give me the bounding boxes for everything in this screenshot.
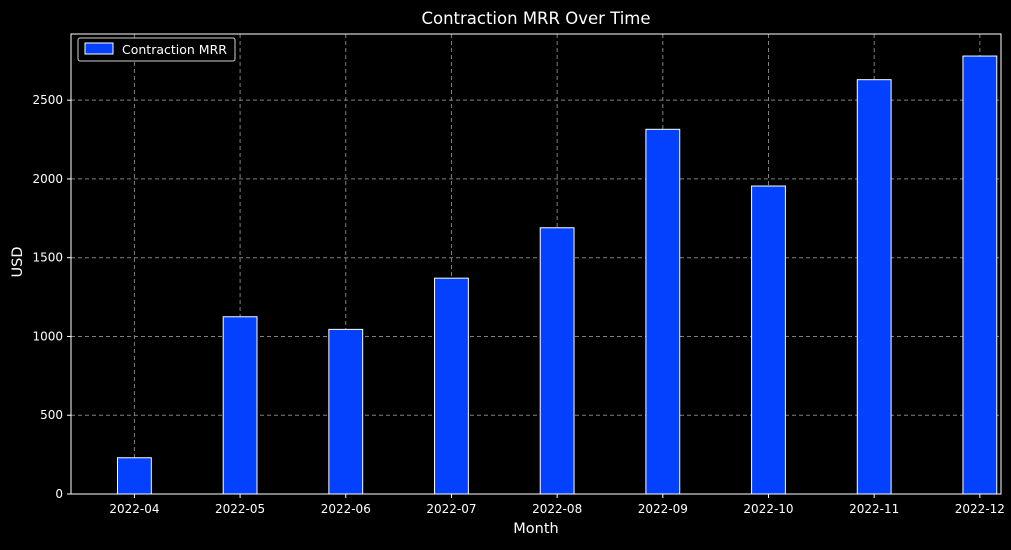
x-tick-label: 2022-06 xyxy=(321,502,371,516)
bar xyxy=(434,277,469,495)
x-tick-label: 2022-04 xyxy=(109,502,159,516)
x-axis-label: Month xyxy=(513,521,558,537)
x-tick-label: 2022-10 xyxy=(743,502,793,516)
legend: Contraction MRR xyxy=(77,37,236,62)
x-tick-label: 2022-12 xyxy=(955,502,1005,516)
bar xyxy=(751,185,786,495)
legend-box xyxy=(77,37,236,62)
x-tick-label: 2022-09 xyxy=(638,502,688,516)
y-tick-label: 500 xyxy=(40,408,63,422)
y-tick-label: 1500 xyxy=(32,251,63,265)
ticks-layer: 0 500 1000 1500 2000 2500 2022-04 2022-05 2022-0… xyxy=(32,93,1004,516)
axes-layer xyxy=(70,33,1002,495)
bar xyxy=(856,79,892,495)
legend-swatch xyxy=(84,42,114,55)
x-tick-label: 2022-05 xyxy=(215,502,265,516)
y-axis-label: USD xyxy=(10,247,26,278)
bars-layer xyxy=(117,55,998,495)
y-tick-label: 2000 xyxy=(32,172,63,186)
x-tick-label: 2022-08 xyxy=(532,502,582,516)
y-tick-label: 1000 xyxy=(32,329,63,343)
bar xyxy=(539,227,575,495)
y-tick-label: 2500 xyxy=(32,93,63,107)
bar xyxy=(962,55,998,495)
legend-label: Contraction MRR xyxy=(122,42,227,57)
chart-title: Contraction MRR Over Time xyxy=(421,9,650,28)
bar xyxy=(328,328,364,495)
plot-frame xyxy=(70,33,1002,495)
bar xyxy=(117,457,152,495)
y-tick-label: 0 xyxy=(55,487,63,501)
bar xyxy=(222,316,258,495)
x-tick-label: 2022-07 xyxy=(426,502,476,516)
bar xyxy=(645,128,681,495)
x-tick-label: 2022-11 xyxy=(849,502,899,516)
